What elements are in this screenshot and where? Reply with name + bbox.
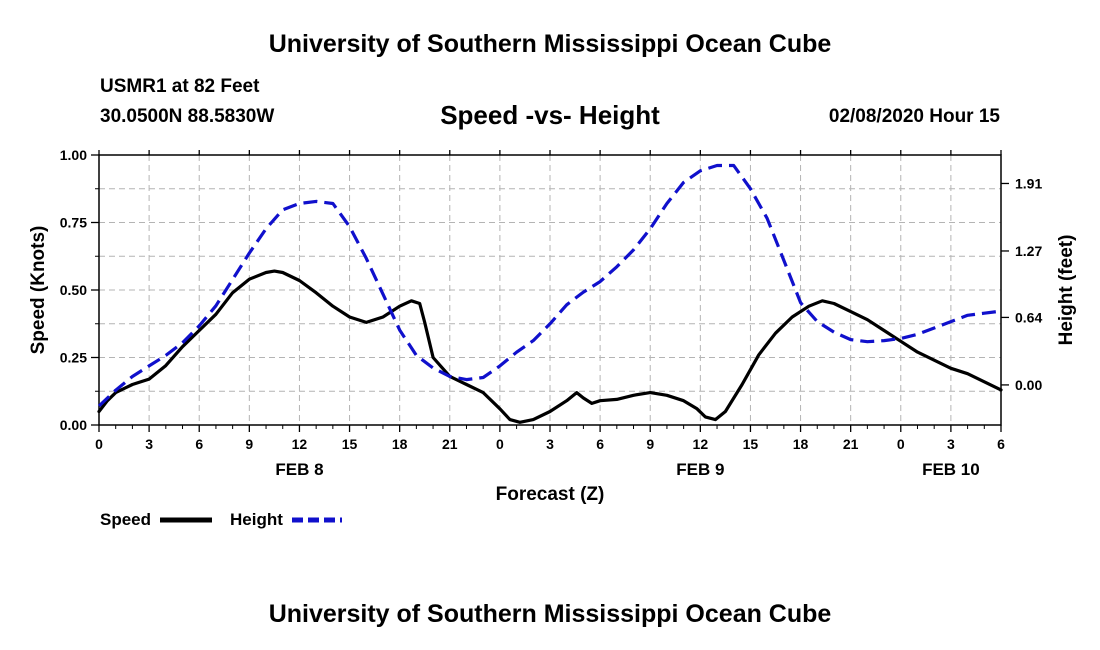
y2-axis-label: Height (feet) [1056, 235, 1077, 346]
series-line-speed [97, 269, 1003, 424]
x-tick-label: 12 [693, 436, 709, 452]
x-tick-label: 3 [546, 436, 554, 452]
date-label: FEB 9 [676, 460, 724, 479]
forecast-datestamp: 02/08/2020 Hour 15 [828, 106, 1000, 127]
x-tick-label: 9 [245, 436, 253, 452]
y2-tick-label: 0.00 [1015, 377, 1042, 393]
y2-tick-label: 1.91 [1015, 175, 1042, 191]
series-lines [97, 163, 1003, 424]
x-tick-label: 0 [496, 436, 504, 452]
x-tick-label: 12 [292, 436, 308, 452]
x-tick-label: 21 [442, 436, 458, 452]
legend-label-speed: Speed [100, 510, 151, 529]
y-tick-label: 0.00 [60, 417, 87, 433]
x-tick-label: 0 [897, 436, 905, 452]
footer-title: University of Southern Mississippi Ocean… [268, 600, 832, 628]
station-coordinates: 30.0500N 88.5830W [100, 106, 275, 127]
grid-lines [99, 155, 1001, 425]
x-tick-label: 18 [793, 436, 809, 452]
y-tick-label: 0.75 [60, 215, 87, 231]
y-tick-label: 1.00 [60, 147, 87, 163]
y2-tick-label: 1.27 [1015, 243, 1042, 259]
chart-subtitle: Speed -vs- Height [440, 100, 660, 130]
x-tick-label: 6 [195, 436, 203, 452]
y-axis-label: Speed (Knots) [28, 226, 49, 355]
axis-ticks: 0 3 6 9 12 15 18 21 0 3 6 9 12 15 18 21 0 3 6 FEB 8 FEB 9 FEB… [60, 147, 1043, 479]
x-tick-label: 18 [392, 436, 408, 452]
legend: Speed Height [100, 510, 342, 529]
page-title: University of Southern Mississippi Ocean… [268, 30, 832, 58]
station-label: USMR1 at 82 Feet [100, 76, 260, 97]
x-tick-label: 9 [646, 436, 654, 452]
x-axis-label: Forecast (Z) [496, 484, 605, 505]
date-label: FEB 10 [922, 460, 980, 479]
x-tick-label: 0 [95, 436, 103, 452]
y-tick-label: 0.50 [60, 282, 87, 298]
x-tick-label: 15 [342, 436, 358, 452]
y-tick-label: 0.25 [60, 350, 87, 366]
date-label: FEB 8 [275, 460, 323, 479]
x-tick-label: 15 [743, 436, 759, 452]
series-line-height [97, 163, 1002, 408]
x-tick-label: 3 [145, 436, 153, 452]
x-tick-label: 6 [997, 436, 1005, 452]
legend-label-height: Height [230, 510, 283, 529]
x-tick-label: 3 [947, 436, 955, 452]
x-tick-label: 6 [596, 436, 604, 452]
x-tick-label: 21 [843, 436, 859, 452]
y2-tick-label: 0.64 [1015, 309, 1042, 325]
